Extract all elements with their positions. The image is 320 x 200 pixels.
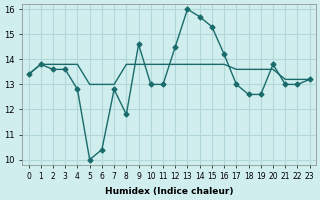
X-axis label: Humidex (Indice chaleur): Humidex (Indice chaleur) bbox=[105, 187, 233, 196]
